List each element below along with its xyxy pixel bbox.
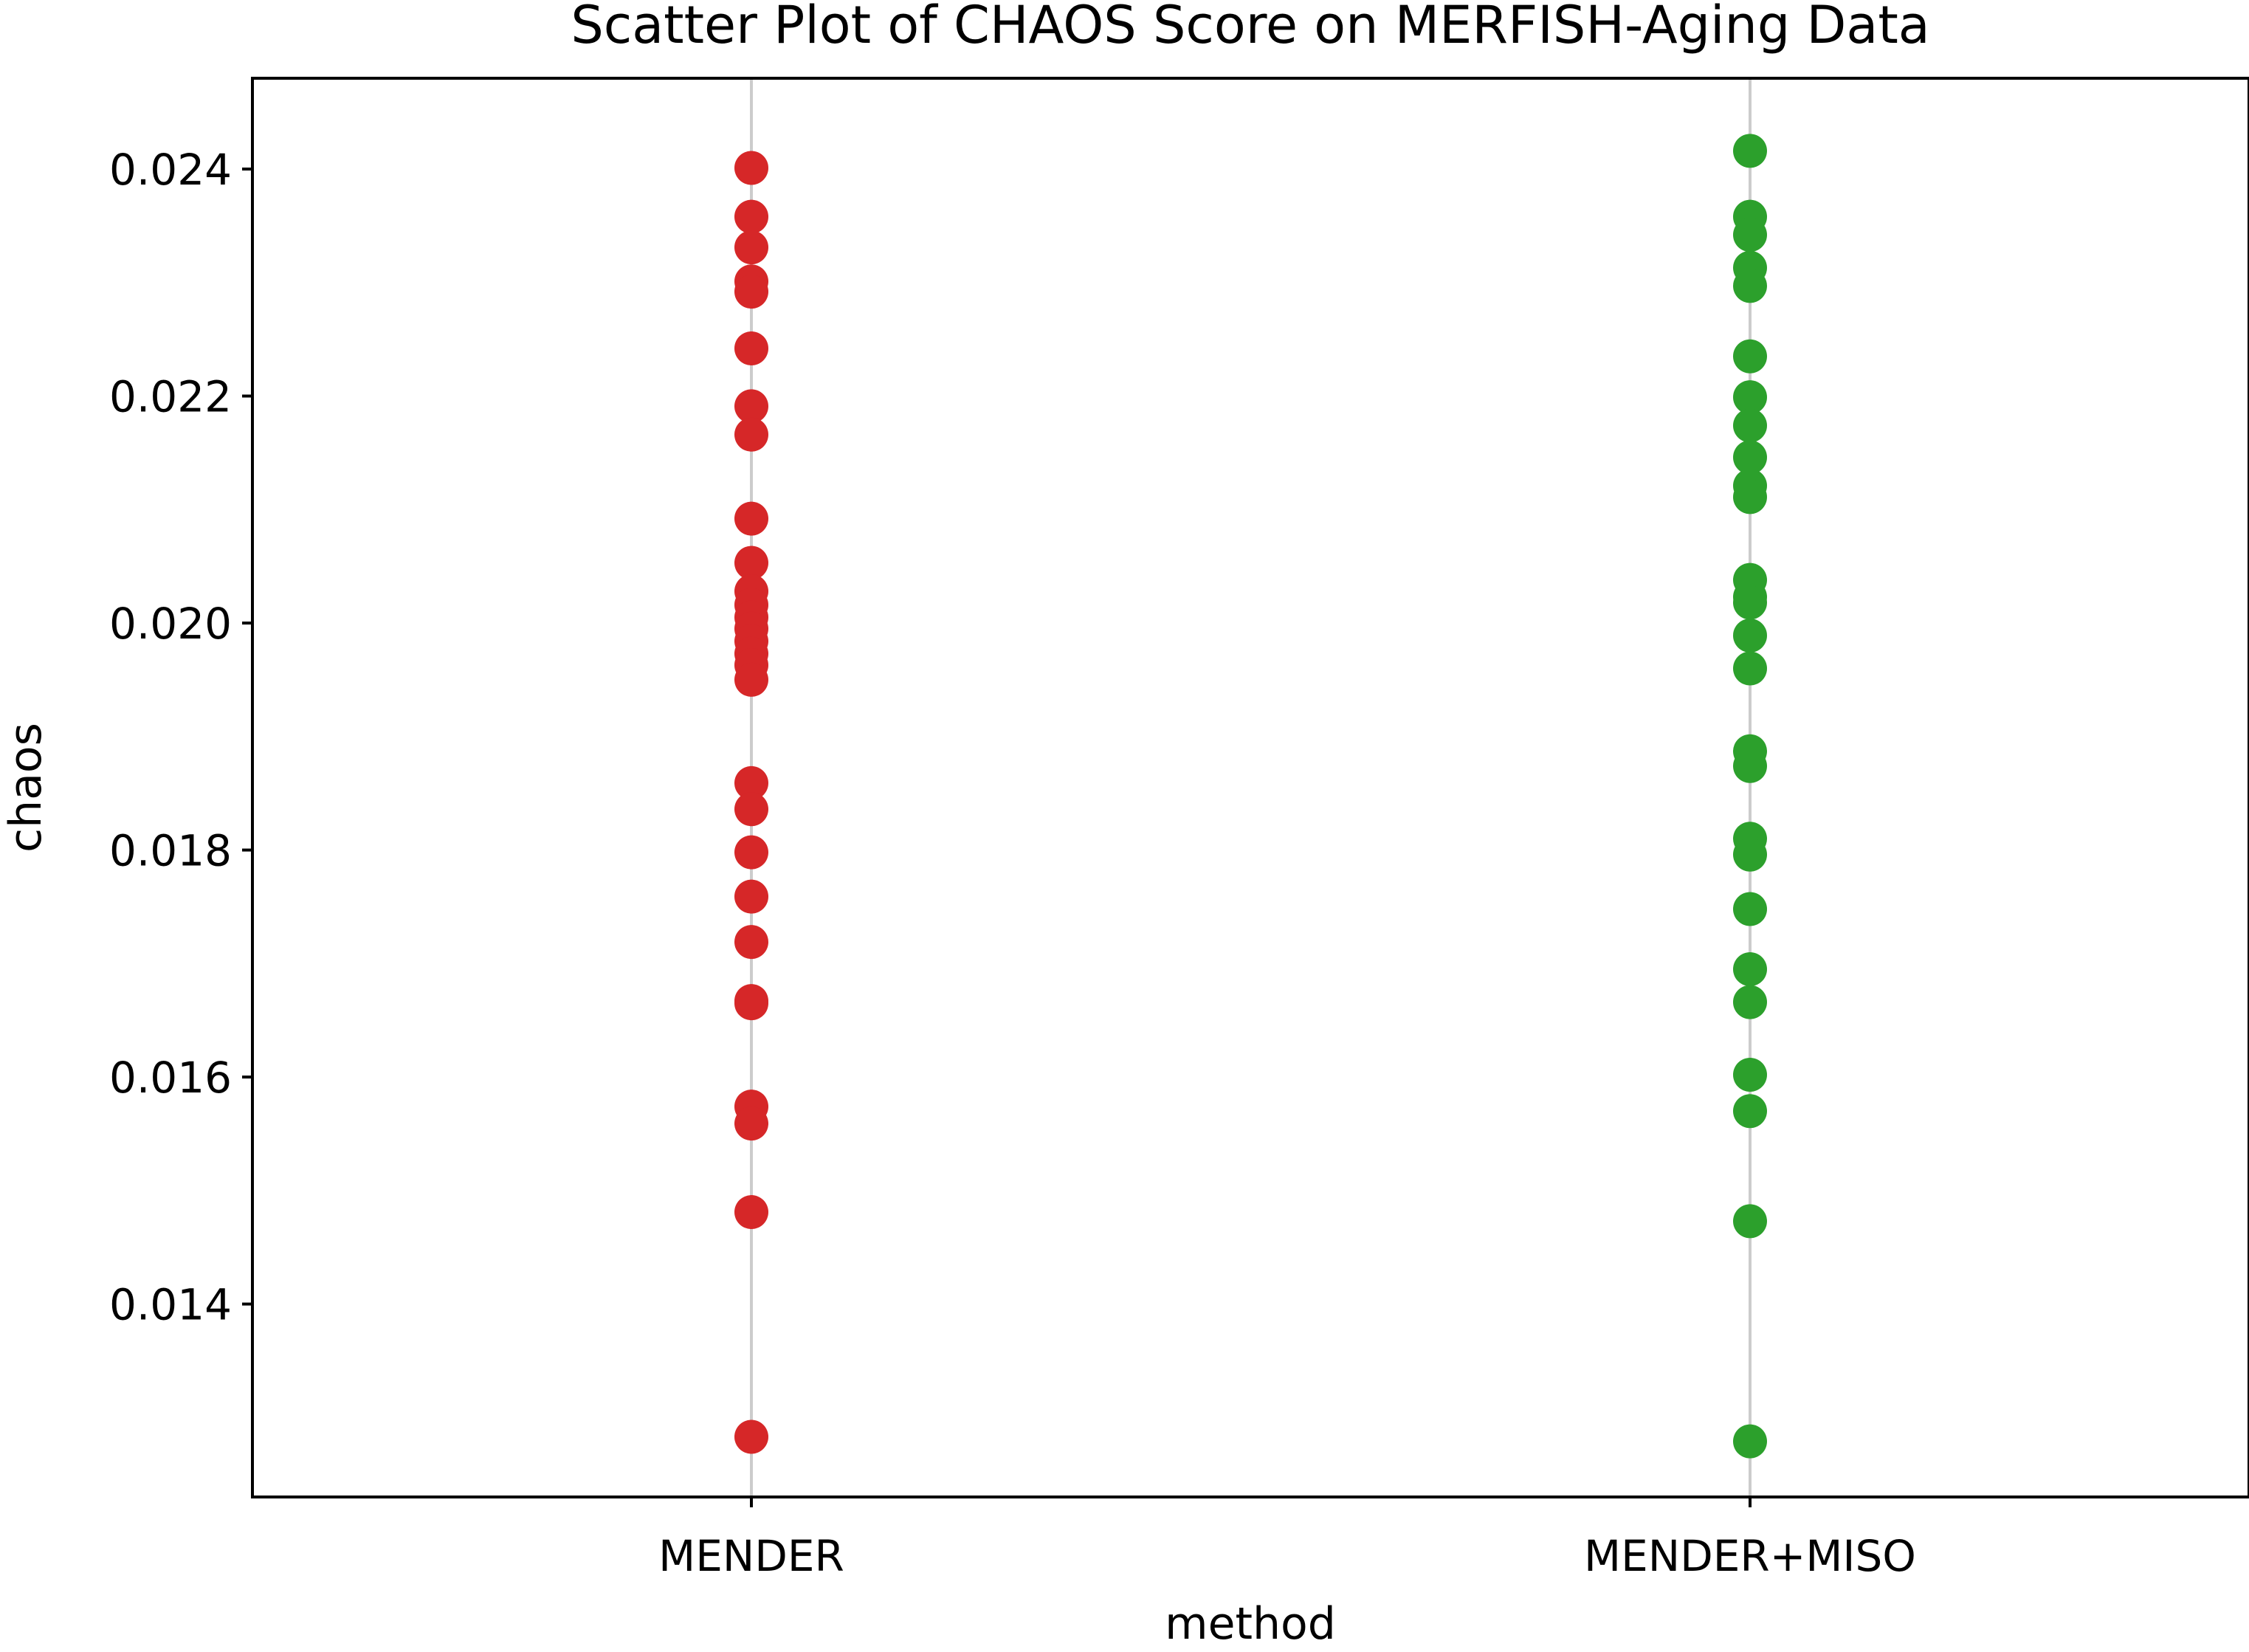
ticks-layer: 0.014 0.016 0.018 0.020 0.022 0.024 MENDER MEND… xyxy=(109,145,1916,1581)
y-tick-label: 0.016 xyxy=(109,1053,232,1103)
data-point xyxy=(734,925,768,960)
data-point xyxy=(734,792,768,827)
data-point xyxy=(734,1195,768,1230)
x-tick-label: MENDER xyxy=(658,1531,844,1581)
data-point xyxy=(1733,1094,1767,1129)
y-axis-label: chaos xyxy=(0,723,52,853)
data-point xyxy=(1733,480,1767,514)
data-point xyxy=(1733,218,1767,252)
data-point xyxy=(1733,1424,1767,1459)
data-point xyxy=(1733,269,1767,303)
data-point xyxy=(734,545,768,580)
y-tick-label: 0.024 xyxy=(109,145,232,195)
chart-title: Scatter Plot of CHAOS Score on MERFISH-A… xyxy=(571,0,1929,55)
data-point xyxy=(1733,837,1767,872)
data-point xyxy=(734,1419,768,1454)
data-point xyxy=(734,765,768,800)
data-point xyxy=(734,662,768,697)
data-point xyxy=(1733,952,1767,987)
data-point xyxy=(734,199,768,234)
data-point xyxy=(1733,651,1767,686)
data-point xyxy=(734,417,768,452)
x-axis-label: method xyxy=(1165,1598,1336,1650)
data-point xyxy=(734,501,768,536)
data-point xyxy=(1733,1204,1767,1239)
data-point xyxy=(1733,1058,1767,1092)
data-point xyxy=(734,879,768,914)
y-tick-label: 0.020 xyxy=(109,599,232,649)
y-tick-label: 0.014 xyxy=(109,1280,232,1330)
data-point xyxy=(1733,618,1767,653)
data-point xyxy=(1733,134,1767,168)
data-point xyxy=(734,331,768,365)
data-point xyxy=(1733,892,1767,926)
data-point xyxy=(1733,380,1767,415)
data-point xyxy=(734,1107,768,1141)
data-point xyxy=(734,151,768,185)
data-point xyxy=(734,389,768,424)
data-point xyxy=(1733,408,1767,443)
data-point xyxy=(1733,985,1767,1019)
data-point xyxy=(734,835,768,870)
data-point xyxy=(1733,440,1767,475)
y-tick-label: 0.018 xyxy=(109,826,232,876)
plot-frame xyxy=(251,77,2249,1498)
x-tick-label: MENDER+MISO xyxy=(1584,1531,1916,1581)
y-tick-label: 0.022 xyxy=(109,372,232,422)
data-point xyxy=(1733,585,1767,620)
points-layer xyxy=(734,134,1767,1459)
data-point xyxy=(734,230,768,265)
data-point xyxy=(734,275,768,309)
data-point xyxy=(1733,748,1767,783)
data-point xyxy=(1733,339,1767,374)
data-point xyxy=(734,986,768,1021)
